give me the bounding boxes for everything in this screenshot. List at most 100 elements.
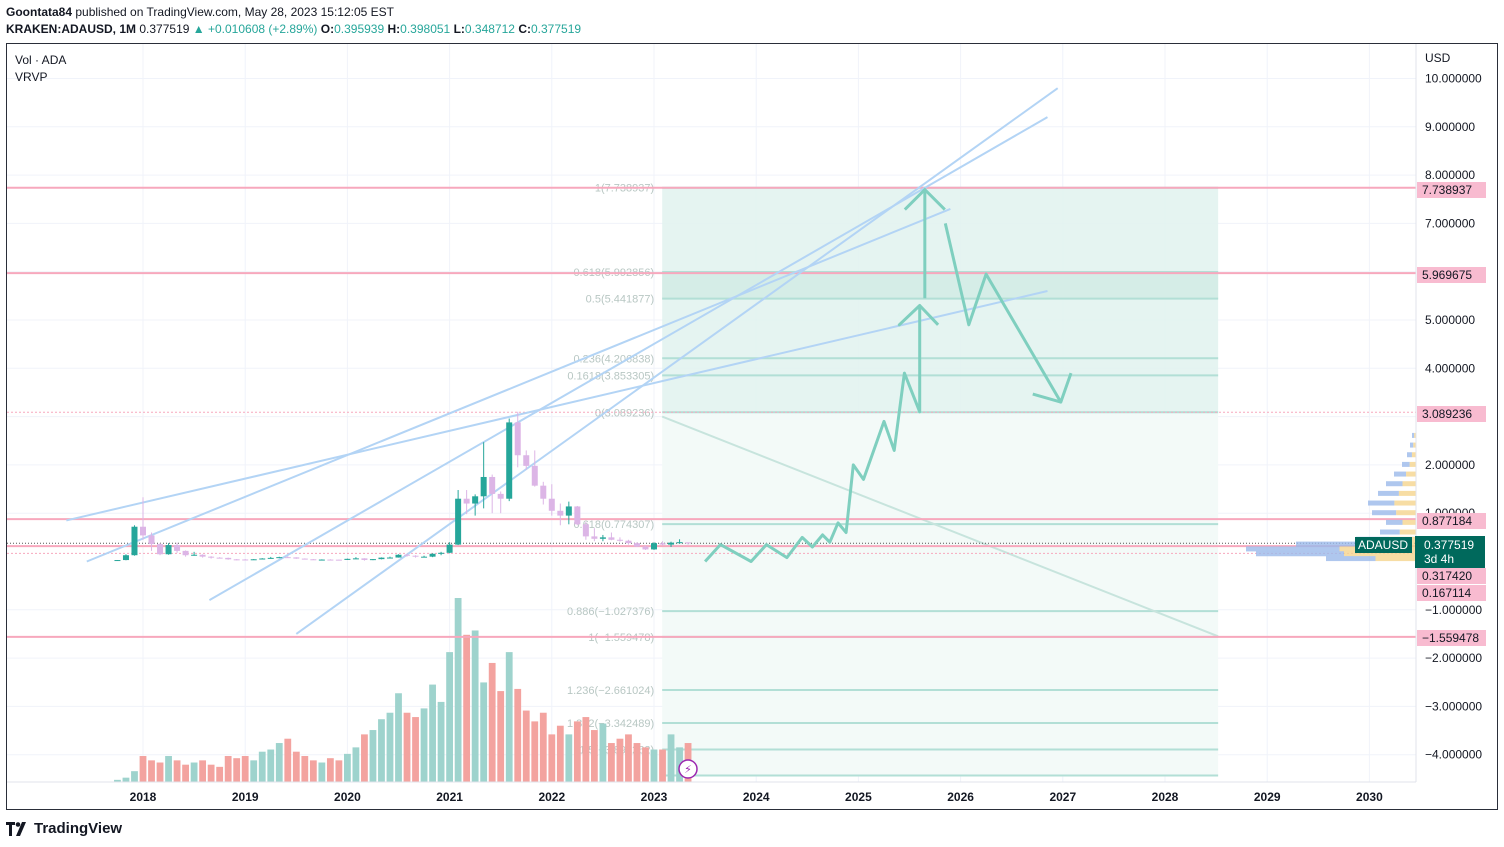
- volume-bar: [114, 779, 121, 782]
- price-label: 7.738937: [1422, 183, 1472, 197]
- candle-body: [114, 560, 121, 562]
- candle-body: [165, 545, 172, 555]
- high-value: 0.398051: [400, 22, 451, 36]
- published-text: published on TradingView.com, May 28, 20…: [72, 5, 394, 19]
- candle-body: [395, 554, 402, 558]
- current-price-bg: [1415, 536, 1485, 568]
- candle-body: [506, 422, 513, 499]
- volume-profile-bar: [1402, 461, 1410, 467]
- volume-bar: [224, 756, 232, 782]
- chart-frame: [6, 43, 1498, 810]
- volume-bar: [292, 751, 300, 782]
- projection-down-path: [943, 223, 1073, 404]
- price-label: 5.969675: [1422, 268, 1472, 282]
- projection-arrows: ⚡: [678, 187, 1073, 779]
- candle-body: [685, 542, 692, 544]
- volume-bar: [633, 743, 641, 782]
- fib-lower-zone: [662, 412, 1219, 776]
- volume-profile-bar-sell: [1396, 510, 1416, 516]
- volume-legend[interactable]: Vol · ADA: [15, 53, 67, 67]
- volume-bar: [309, 760, 317, 782]
- brand-name: TradingView: [34, 820, 123, 837]
- close-value: 0.377519: [530, 22, 582, 36]
- candle-body: [591, 536, 598, 539]
- volume-bar: [156, 762, 164, 782]
- volume-bar: [386, 712, 394, 782]
- projection-down-arrowhead: [1032, 392, 1062, 404]
- candle-body: [378, 557, 385, 560]
- price-tick-label: 4.000000: [1425, 361, 1475, 375]
- volume-bar: [216, 766, 224, 782]
- time-tick-label: 2022: [538, 790, 565, 804]
- time-tick-label: 2021: [436, 790, 463, 804]
- volume-bar: [361, 734, 368, 782]
- vrvp-legend[interactable]: VRVP: [15, 70, 48, 84]
- volume-bar: [241, 756, 249, 782]
- candle-body: [157, 544, 164, 555]
- time-tick-label: 2030: [1356, 790, 1383, 804]
- candle-body: [523, 455, 530, 466]
- open-value: 0.395939: [334, 22, 385, 36]
- volume-profile-bar-sell: [1394, 500, 1416, 506]
- price-tick-label: −4.000000: [1425, 748, 1482, 762]
- price-tick-label: 9.000000: [1425, 120, 1475, 134]
- trend-lines: [66, 87, 1059, 635]
- replay-icon: [678, 759, 698, 779]
- volume-profile-bar-sell: [1344, 551, 1416, 557]
- candle-body: [463, 498, 470, 504]
- volume-bar: [659, 749, 666, 782]
- author-name[interactable]: Goontata84: [6, 5, 73, 19]
- volume-profile-bar: [1326, 556, 1376, 562]
- price-tick-label: 7.000000: [1425, 216, 1475, 230]
- volume-bar: [233, 758, 241, 782]
- price-tick-label: 8.000000: [1425, 168, 1475, 182]
- volume-bar: [548, 734, 556, 782]
- candle-body: [293, 557, 300, 559]
- price-label-bg: [1417, 630, 1486, 646]
- price-tick-label: 5.000000: [1425, 313, 1475, 327]
- candle-body: [668, 542, 675, 545]
- candle-body: [404, 554, 411, 556]
- symbol-tag: ADAUSD: [1358, 538, 1408, 552]
- volume-bar: [267, 749, 275, 782]
- volume-profile-bar: [1394, 471, 1407, 477]
- candle-body: [301, 558, 308, 560]
- candle-body: [335, 559, 342, 561]
- time-tick-label: 2020: [334, 790, 361, 804]
- candle-body: [582, 524, 589, 537]
- symbol-tag-bg: [1355, 537, 1412, 553]
- candle-body: [548, 498, 555, 511]
- candle-body: [565, 506, 572, 516]
- publication-line: Goontata84 published on TradingView.com,…: [6, 5, 394, 19]
- volume-bar: [539, 712, 547, 782]
- candle-body: [276, 557, 283, 559]
- candle-body: [216, 557, 223, 559]
- trend-line: [66, 290, 1048, 522]
- price-label: 3.089236: [1422, 407, 1472, 421]
- symbol-name[interactable]: KRAKEN:ADAUSD, 1M: [6, 22, 137, 36]
- time-tick-label: 2027: [1049, 790, 1076, 804]
- footer-brand[interactable]: TradingView: [6, 820, 122, 837]
- fib-level-label: 0.1618(3.853305): [567, 370, 654, 382]
- volume-bar: [275, 743, 283, 782]
- volume-profile-bar: [1256, 551, 1344, 557]
- volume-bar: [531, 721, 539, 782]
- volume-bar: [454, 598, 462, 782]
- fib-level-label: 1.236(−2.661024): [567, 685, 654, 697]
- candle-body: [531, 465, 538, 486]
- price-label-bg: [1417, 513, 1486, 529]
- candle-body: [182, 550, 189, 556]
- price-tick-label: −3.000000: [1425, 699, 1482, 713]
- volume-bar: [131, 771, 138, 782]
- volume-bar: [326, 758, 334, 782]
- candle-body: [480, 476, 487, 497]
- candle-body: [659, 543, 666, 545]
- candle-body: [676, 542, 683, 544]
- volume-bar: [420, 708, 428, 782]
- candle-body: [616, 539, 623, 541]
- candle-body: [472, 496, 479, 504]
- projection-arrowhead: [903, 187, 946, 211]
- time-tick-label: 2026: [947, 790, 974, 804]
- fib-golden-zone: [662, 272, 1219, 299]
